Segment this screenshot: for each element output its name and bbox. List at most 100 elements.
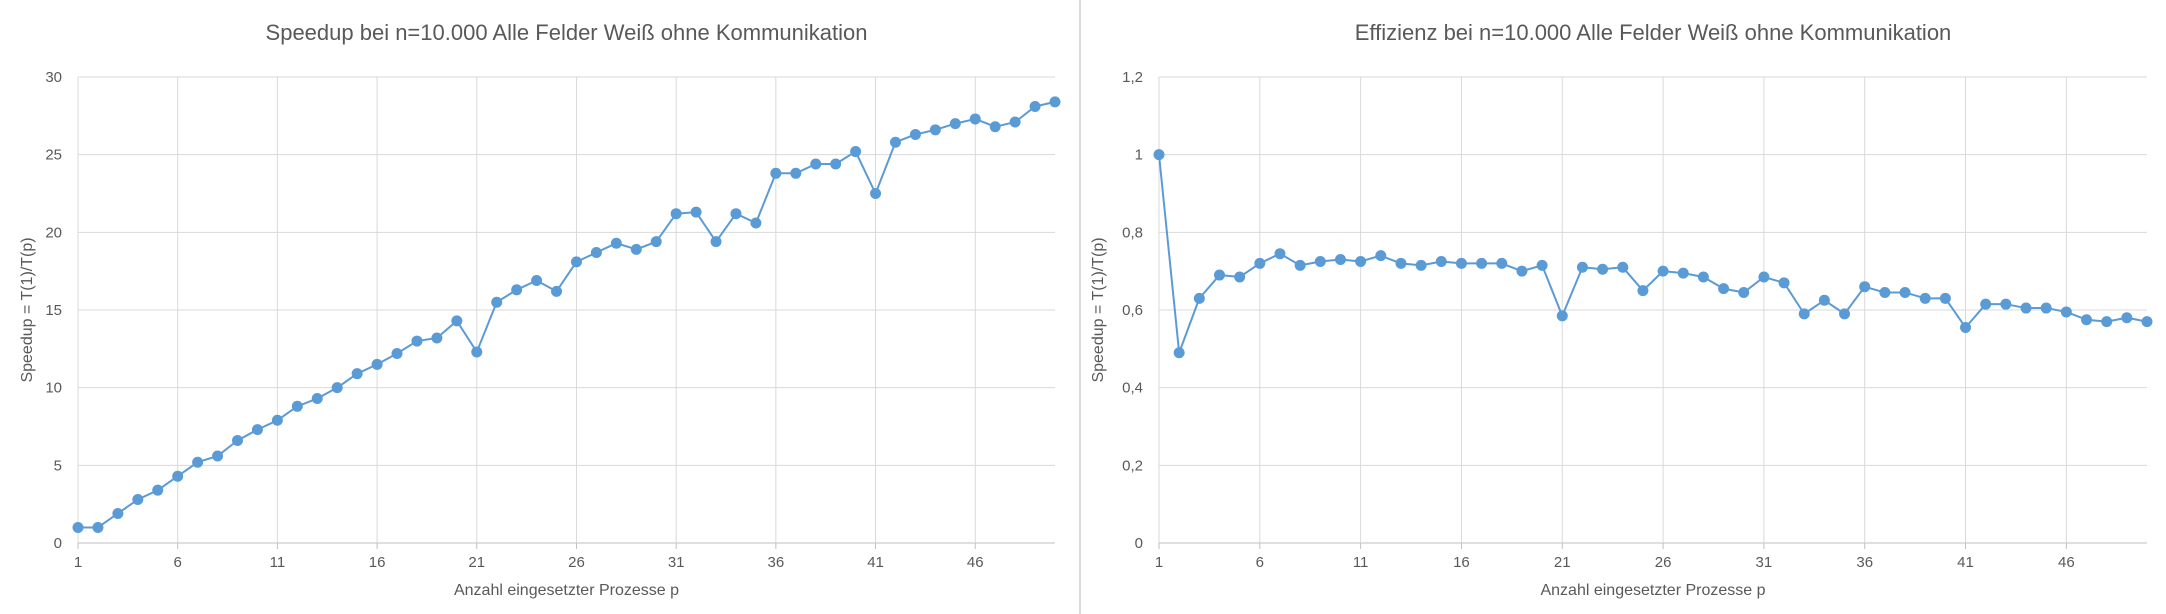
panel-divider [1079,0,1081,614]
data-point [1274,248,1286,260]
x-tick-label: 1 [74,554,82,571]
data-point [1193,292,1205,304]
series-line [78,100,1056,529]
data-point [411,335,423,347]
x-tick-label: 21 [468,554,485,571]
data-point [1009,116,1021,128]
data-point [949,118,961,130]
data-point [192,456,204,468]
x-tick-label: 6 [174,554,182,571]
y-axis-label: Speedup = T(1)/T(p) [19,237,36,382]
x-tick-label: 21 [1554,554,1571,571]
data-point [870,188,882,199]
x-tick-label: 41 [867,554,884,571]
y-tick-label: 1,2 [1122,69,1143,86]
x-tick-label: 16 [369,554,386,571]
data-point [750,217,762,229]
y-tick-label: 15 [45,302,62,319]
data-point [1597,263,1609,275]
data-point [1213,269,1225,281]
x-tick-label: 6 [1256,554,1264,571]
data-point [1415,259,1427,271]
y-tick-label: 20 [45,224,62,241]
data-point [1939,292,1951,304]
data-point [2020,302,2032,314]
data-point [251,424,263,436]
y-tick-label: 1 [1135,147,1143,164]
x-axis-label: Anzahl eingesetzter Prozesse p [454,582,679,599]
data-point [1617,261,1629,273]
data-point [1254,257,1266,269]
data-point [909,128,921,140]
data-point [1536,259,1548,271]
data-point [2101,316,2113,328]
x-tick-label: 46 [2058,554,2075,571]
data-point [1859,281,1871,293]
data-point [1294,259,1306,271]
speedup-chart-panel: Speedup bei n=10.000 Alle Felder Weiß oh… [0,0,1079,614]
y-tick-label: 0,2 [1122,457,1143,474]
data-point [471,346,483,358]
data-point [989,121,1001,133]
x-tick-label: 11 [1353,554,1369,571]
x-axis-label: Anzahl eingesetzter Prozesse p [1540,582,1765,599]
data-point [1697,271,1709,283]
data-point [1738,287,1750,299]
data-point [431,332,443,344]
x-tick-label: 26 [1655,554,1672,571]
data-point [730,208,742,220]
data-point [810,158,822,170]
data-point [1234,271,1246,283]
data-point [1899,287,1911,299]
y-tick-label: 0,8 [1122,224,1143,241]
data-point [271,414,283,426]
data-point [1173,347,1185,359]
data-point [1839,308,1851,320]
data-point [172,470,184,482]
data-point [1980,298,1992,310]
y-tick-label: 10 [45,380,62,397]
y-tick-label: 25 [45,147,62,164]
data-point [1798,308,1810,320]
data-point [1395,257,1407,269]
data-point [1435,255,1447,267]
data-point [1496,257,1508,269]
x-tick-label: 26 [568,554,585,571]
data-point [291,400,303,412]
data-point [969,113,981,125]
data-point [1153,149,1165,161]
data-point [670,208,682,220]
efficiency-chart: Effizienz bei n=10.000 Alle Felder Weiß … [1090,20,2153,599]
data-point [1879,287,1891,299]
x-tick-label: 1 [1155,554,1163,571]
data-point [1556,310,1568,322]
chart-title: Speedup bei n=10.000 Alle Felder Weiß oh… [266,20,868,45]
y-tick-label: 0 [54,535,62,552]
data-point [1455,257,1467,269]
speedup-chart: Speedup bei n=10.000 Alle Felder Weiß oh… [19,20,1061,599]
data-point [1476,257,1488,269]
data-point [1029,101,1041,113]
data-point [1334,254,1346,266]
data-point [690,206,702,218]
data-point [570,256,582,268]
data-point [391,347,403,359]
data-point [2121,312,2133,324]
data-point [92,521,104,533]
data-point [1818,294,1830,306]
data-point [830,158,842,170]
data-point [1049,96,1061,108]
x-tick-label: 36 [768,554,785,571]
data-point [311,393,323,405]
y-tick-label: 0,6 [1122,302,1143,319]
data-point [2141,316,2153,328]
y-tick-label: 0,4 [1122,380,1143,397]
x-tick-label: 16 [1453,554,1470,571]
data-point [610,237,622,249]
x-tick-label: 41 [1957,554,1974,571]
y-axis-label: Speedup = T(1)/T(p) [1090,237,1107,382]
data-point [1375,250,1387,262]
data-point [1576,261,1588,273]
x-tick-label: 46 [967,554,984,571]
data-point [152,484,164,496]
